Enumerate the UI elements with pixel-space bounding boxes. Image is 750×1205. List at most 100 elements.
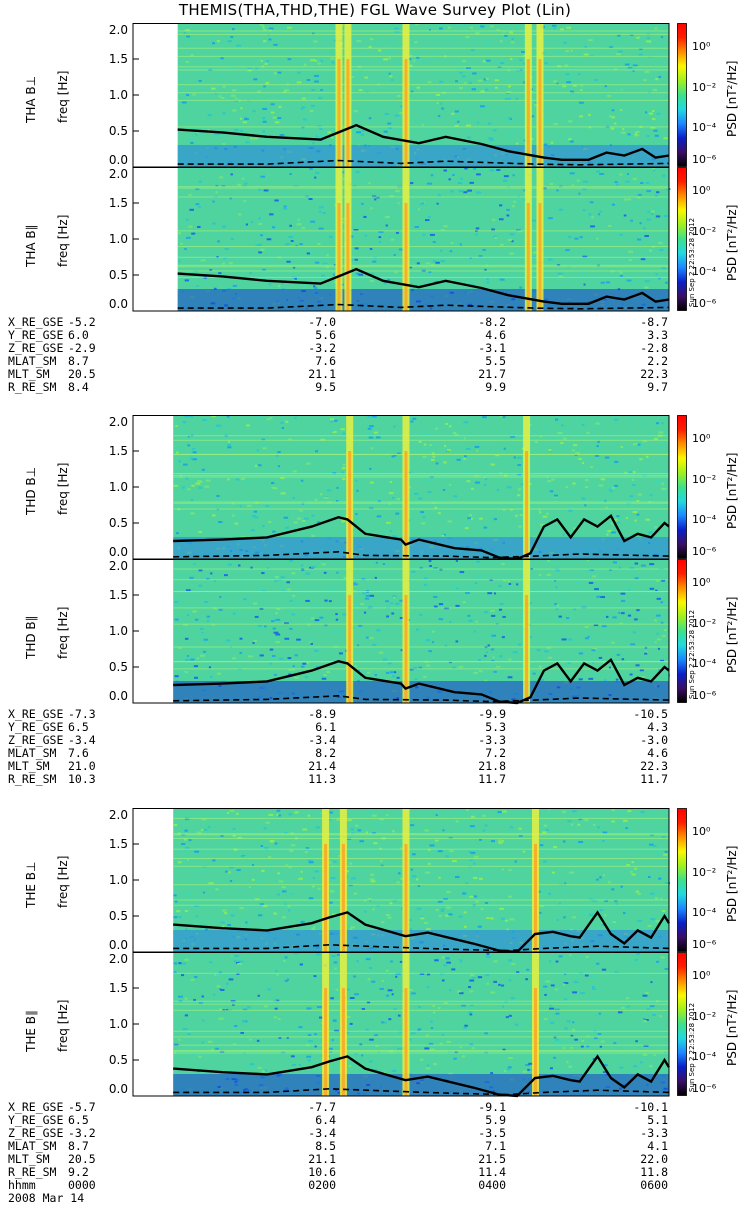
time-tick-label: 0400: [478, 1178, 506, 1192]
spectrogram-thd-perp: [132, 415, 670, 561]
y-tick-label: 1.5: [108, 196, 128, 210]
ephemeris-value: -7.3: [68, 707, 96, 721]
ephemeris-value: -3.2: [68, 1126, 96, 1140]
spectrogram-thd-par: [132, 559, 671, 705]
ephemeris-value: -7.7: [308, 1100, 336, 1114]
ephemeris-value: -10.5: [633, 707, 668, 721]
bright-band-core: [324, 988, 328, 1096]
ephemeris-value: -5.2: [68, 315, 96, 329]
ephemeris-value: 4.6: [647, 746, 668, 760]
colorbar-tick-label: 10⁻⁴: [692, 1050, 717, 1064]
ephemeris-value: -9.1: [478, 1100, 506, 1114]
y-axis-probe-label: THA B⊥: [24, 75, 38, 123]
ephemeris-value: 7.6: [68, 746, 89, 760]
ephemeris-row-label: R_RE_SM: [8, 1165, 57, 1179]
y-tick-label: 0.5: [108, 268, 128, 282]
colorbar-tick-label: 10⁻⁶: [692, 152, 717, 166]
ephemeris-value: 20.5: [68, 1152, 96, 1166]
ephemeris-value: 11.7: [478, 772, 506, 786]
ephemeris-value: -3.3: [640, 1126, 668, 1140]
colorbar-tick-label: 10⁻⁶: [692, 937, 717, 951]
colorbar-tick-label: 10⁻⁶: [692, 296, 717, 310]
ephemeris-value: 11.7: [640, 772, 668, 786]
bright-band-core: [538, 203, 542, 311]
ephemeris-row-label: MLT_SM: [8, 1152, 50, 1166]
bright-band-core: [324, 844, 328, 952]
colorbar-tick-label: 10⁰: [692, 969, 711, 983]
bright-band-core: [525, 451, 529, 559]
ephemeris-value: 7.6: [315, 354, 336, 368]
colorbar-gradient: [677, 808, 687, 952]
ephemeris-value: 2.2: [647, 354, 668, 368]
y-tick-label: 0.0: [108, 1082, 128, 1096]
bright-band-core: [341, 844, 345, 952]
bright-band-core: [525, 595, 529, 703]
ephemeris-value: 21.1: [308, 367, 336, 381]
bright-band-core: [526, 203, 530, 311]
y-axis-probe-label: THA B∥: [24, 224, 38, 267]
ephemeris-row-label: X_RE_GSE: [8, 1100, 64, 1114]
ephemeris-value: 9.7: [647, 380, 668, 394]
ephemeris-value: 21.5: [478, 1152, 506, 1166]
ephemeris-value: 5.3: [485, 720, 506, 734]
colorbar-tick-label: 10⁻⁴: [692, 657, 717, 671]
bright-band-core: [404, 203, 408, 311]
ephemeris-row-label: MLAT_SM: [8, 746, 57, 760]
ephemeris-row-label: Y_RE_GSE: [8, 328, 64, 342]
y-tick-label: 1.0: [108, 232, 128, 246]
ephemeris-value: 11.4: [478, 1165, 506, 1179]
ephemeris-value: 5.1: [647, 1113, 668, 1127]
ephemeris-row-label: MLT_SM: [8, 759, 50, 773]
bright-band-core: [346, 203, 350, 311]
y-axis-probe-label: THE B∥: [24, 1010, 38, 1052]
y-tick-label: 0.0: [108, 689, 128, 703]
ephemeris-value: 5.6: [315, 328, 336, 342]
y-tick-label: 2.0: [108, 415, 128, 429]
y-tick-label: 1.5: [108, 444, 128, 458]
ephemeris-value: -3.1: [478, 341, 506, 355]
y-axis-freq-label: freq [Hz]: [56, 214, 70, 267]
y-tick-label: 0.0: [108, 545, 128, 559]
ephemeris-value: -9.9: [478, 707, 506, 721]
y-axis-freq-label: freq [Hz]: [56, 462, 70, 515]
ephemeris-value: -8.7: [640, 315, 668, 329]
time-axis-row: hhmm 0000 0200 0400 0600: [8, 1178, 748, 1192]
series-line-dashed: [173, 550, 670, 559]
ephemeris-row-label: Z_RE_GSE: [8, 1126, 64, 1140]
colorbar-tick-label: 10⁻⁶: [692, 1081, 717, 1095]
ephemeris-value: 6.5: [68, 720, 89, 734]
time-tick-label: 0000: [68, 1178, 96, 1192]
colorbar-gradient: [677, 952, 687, 1096]
ephemeris-value: -7.0: [308, 315, 336, 329]
ephemeris-value: 8.4: [68, 380, 89, 394]
y-tick-label: 2.0: [108, 167, 128, 181]
ephemeris-value: 22.0: [640, 1152, 668, 1166]
colorbar: [677, 559, 687, 703]
ephemeris-value: -3.4: [308, 733, 336, 747]
low-frequency-band: [177, 289, 669, 311]
y-tick-label: 2.0: [108, 23, 128, 37]
ephemeris-row-label: Y_RE_GSE: [8, 720, 64, 734]
colorbar-gradient: [677, 559, 687, 703]
bright-band-core: [404, 844, 408, 952]
bright-band-core: [404, 59, 408, 167]
ephemeris-value: 21.7: [478, 367, 506, 381]
ephemeris-value: 22.3: [640, 759, 668, 773]
ephemeris-value: 4.1: [647, 1139, 668, 1153]
y-axis-freq-label: freq [Hz]: [56, 999, 70, 1052]
bright-band-core: [348, 451, 352, 559]
bright-band-core: [534, 988, 537, 1096]
series-line-solid: [173, 513, 670, 561]
y-tick-label: 1.0: [108, 873, 128, 887]
bright-band-core: [341, 988, 345, 1096]
ephemeris-row-label: R_RE_SM: [8, 380, 57, 394]
colorbar-gradient: [677, 167, 687, 311]
colorbar-tick-label: 10⁻²: [692, 80, 717, 94]
y-tick-label: 1.5: [108, 52, 128, 66]
ephemeris-value: 21.8: [478, 759, 506, 773]
y-tick-label: 1.0: [108, 1017, 128, 1031]
ephemeris-value: 9.5: [315, 380, 336, 394]
time-tick-label: 0200: [308, 1178, 336, 1192]
ephemeris-row-label: X_RE_GSE: [8, 315, 64, 329]
page-title: THEMIS(THA,THD,THE) FGL Wave Survey Plot…: [178, 1, 572, 19]
